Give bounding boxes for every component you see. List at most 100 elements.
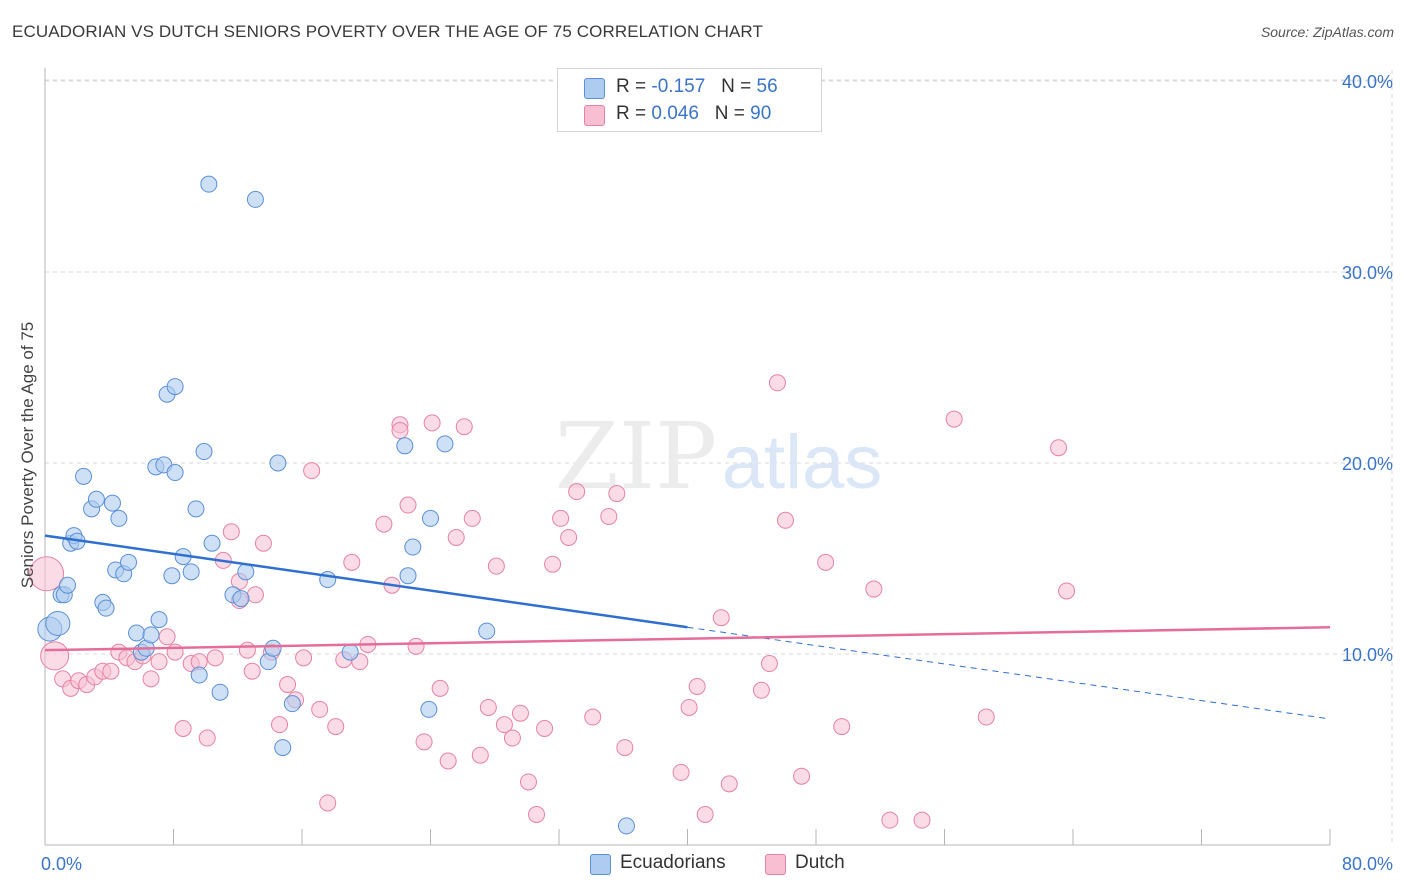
point-dutch	[166, 643, 184, 661]
point-dutch	[1058, 582, 1076, 600]
axes	[44, 68, 1331, 846]
legend-label: Dutch	[795, 852, 845, 873]
point-ecuadorians	[341, 643, 359, 661]
point-dutch	[447, 528, 465, 546]
point-ecuadorians	[283, 695, 301, 713]
point-dutch	[560, 528, 578, 546]
point-dutch	[206, 649, 224, 667]
point-dutch	[712, 609, 730, 627]
point-dutch	[142, 670, 160, 688]
point-dutch	[1050, 439, 1068, 457]
stats-legend: R = -0.157 N = 56 R = 0.046 N = 90	[557, 68, 822, 132]
series-legend: Ecuadorians Dutch	[0, 852, 1406, 878]
point-dutch	[881, 811, 899, 829]
point-ecuadorians	[166, 464, 184, 482]
point-dutch	[423, 414, 441, 432]
trend-line-ecuadorians	[44, 534, 688, 629]
point-dutch	[865, 580, 883, 598]
point-dutch	[303, 462, 321, 480]
point-dutch	[503, 729, 521, 747]
point-dutch	[463, 509, 481, 527]
r-value: -0.157	[651, 76, 706, 97]
point-ecuadorians	[478, 622, 496, 640]
point-ecuadorians	[187, 500, 205, 518]
point-dutch	[720, 775, 738, 793]
point-ecuadorians	[190, 666, 208, 684]
x-tick-label: 80.0%	[1342, 854, 1393, 874]
point-ecuadorians	[182, 563, 200, 581]
r-label: R =	[616, 103, 647, 124]
point-dutch	[584, 708, 602, 726]
point-dutch	[688, 677, 706, 695]
tick-labels: 10.0% 20.0% 30.0% 40.0% 0.0% 80.0%	[41, 72, 1393, 874]
point-dutch	[198, 729, 216, 747]
point-dutch	[817, 553, 835, 571]
point-dutch	[174, 719, 192, 737]
point-dutch	[608, 485, 626, 503]
point-ecuadorians	[422, 509, 439, 527]
point-dutch	[29, 556, 65, 592]
series-ecuadorians	[37, 175, 635, 835]
y-axis-label: Seniors Poverty Over the Age of 75	[18, 322, 37, 588]
point-ecuadorians	[142, 626, 160, 644]
n-value: 90	[750, 103, 772, 124]
point-dutch	[439, 752, 457, 770]
point-ecuadorians	[163, 567, 181, 585]
source-label: Source: ZipAtlas.com	[1260, 24, 1394, 40]
point-dutch	[319, 794, 337, 812]
point-dutch	[760, 655, 778, 673]
point-ecuadorians	[110, 509, 128, 527]
watermark: ZIP atlas	[555, 403, 882, 510]
point-dutch	[415, 733, 433, 751]
point-dutch	[495, 716, 513, 734]
point-dutch	[528, 805, 546, 823]
point-dutch	[455, 418, 473, 436]
point-dutch	[768, 374, 786, 392]
series-dutch	[29, 374, 1076, 829]
point-dutch	[391, 422, 409, 440]
point-ecuadorians	[120, 553, 138, 571]
point-ecuadorians	[420, 700, 438, 718]
chart-title: ECUADORIAN VS DUTCH SENIORS POVERTY OVER…	[12, 22, 763, 41]
point-dutch	[271, 716, 289, 734]
point-ecuadorians	[617, 817, 635, 835]
trend-line-ecuadorians-extension	[687, 626, 1331, 720]
point-dutch	[977, 708, 995, 726]
point-dutch	[913, 811, 931, 829]
point-dutch	[279, 676, 297, 694]
trend-line-dutch	[44, 626, 1331, 652]
trend-lines	[44, 534, 1331, 720]
point-dutch	[696, 805, 714, 823]
point-ecuadorians	[274, 739, 292, 757]
point-ecuadorians	[399, 567, 417, 585]
point-dutch	[487, 557, 505, 575]
point-dutch	[680, 698, 698, 716]
point-dutch	[150, 653, 168, 671]
point-ecuadorians	[97, 599, 115, 617]
ecuadorians-swatch	[584, 78, 605, 99]
point-dutch	[833, 718, 851, 736]
point-dutch	[945, 410, 963, 428]
point-dutch	[568, 483, 586, 501]
n-label: N =	[721, 76, 752, 97]
point-ecuadorians	[87, 490, 105, 508]
point-dutch	[158, 628, 176, 646]
point-ecuadorians	[436, 435, 454, 453]
point-ecuadorians	[103, 494, 121, 512]
point-dutch	[511, 704, 529, 722]
y-tick-label: 20.0%	[1342, 454, 1393, 474]
grid-lines	[45, 70, 1393, 845]
point-ecuadorians	[211, 683, 229, 701]
point-dutch	[616, 739, 634, 757]
watermark-atlas: atlas	[722, 420, 883, 505]
point-dutch	[327, 718, 345, 736]
r-label: R =	[616, 76, 647, 97]
point-dutch	[544, 555, 562, 573]
point-ecuadorians	[58, 576, 76, 594]
point-dutch	[672, 763, 690, 781]
point-dutch	[471, 746, 489, 764]
point-ecuadorians	[396, 437, 414, 455]
point-ecuadorians	[203, 534, 221, 552]
point-ecuadorians	[404, 538, 422, 556]
